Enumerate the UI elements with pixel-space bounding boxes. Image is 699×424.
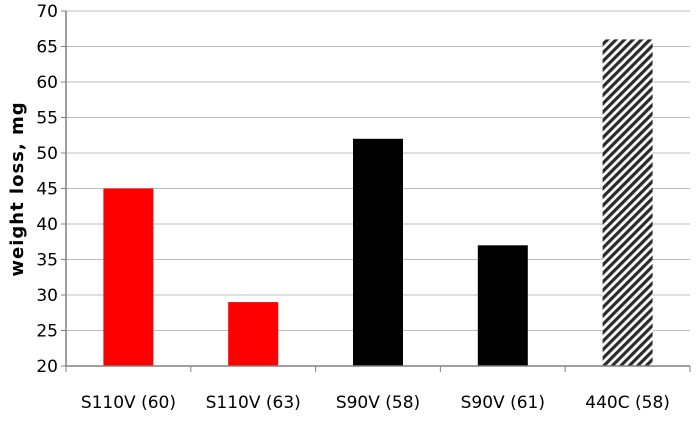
y-tick-label: 50 xyxy=(36,144,58,164)
y-tick-label: 60 xyxy=(36,73,58,93)
axes xyxy=(61,10,691,372)
bar-4 xyxy=(602,39,653,367)
x-category-label: S90V (61) xyxy=(461,393,545,413)
x-category-label: 440C (58) xyxy=(585,393,670,413)
y-tick-label: 20 xyxy=(36,357,58,377)
y-tick-label: 45 xyxy=(36,180,58,200)
x-category-labels: S110V (60) S110V (63) S90V (58) S90V (61) 44… xyxy=(81,393,670,413)
bars xyxy=(103,39,653,367)
bar-3 xyxy=(477,245,528,366)
y-tick-label: 35 xyxy=(36,251,58,271)
x-category-label: S110V (63) xyxy=(206,393,301,413)
y-tick-label: 25 xyxy=(36,322,58,342)
y-tick-label: 40 xyxy=(36,215,58,235)
bar-2 xyxy=(353,138,403,366)
x-category-label: S110V (60) xyxy=(81,393,176,413)
y-axis-label: weight loss, mg xyxy=(7,101,28,276)
y-tick-label: 55 xyxy=(36,109,58,129)
x-category-label: S90V (58) xyxy=(336,393,420,413)
bar-0 xyxy=(103,188,154,366)
y-tick-label: 70 xyxy=(36,2,58,22)
bar-1 xyxy=(228,302,279,366)
y-tick-label: 65 xyxy=(36,38,58,58)
y-tick-label: 30 xyxy=(36,286,58,306)
y-tick-labels: 20 25 30 35 40 45 50 55 60 65 70 xyxy=(36,2,58,377)
